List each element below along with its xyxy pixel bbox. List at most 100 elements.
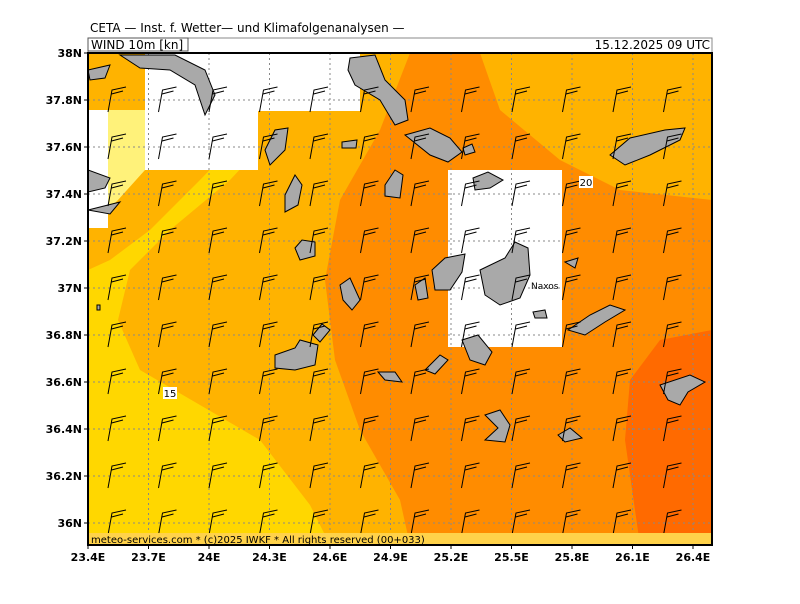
wind-barb <box>360 321 379 348</box>
wind-barb <box>663 86 682 113</box>
wind-barb <box>107 227 127 254</box>
wind-barb <box>410 462 430 489</box>
island <box>88 201 122 215</box>
contour-label-bg <box>163 387 177 399</box>
lat-label: 37.6N <box>46 141 82 154</box>
wind-barb <box>259 180 278 207</box>
wind-barb <box>511 368 531 395</box>
wind-barb <box>612 415 632 442</box>
island <box>563 257 579 269</box>
lon-label: 24E <box>198 551 221 564</box>
island <box>609 127 686 166</box>
island <box>462 143 476 156</box>
wind-barb <box>562 274 581 301</box>
wind-barb <box>259 415 278 442</box>
island <box>659 374 707 406</box>
wind-barb <box>309 368 329 395</box>
island <box>483 409 511 443</box>
island <box>118 54 216 117</box>
wind-barb <box>360 86 379 113</box>
wind-barb <box>360 415 379 442</box>
island <box>347 54 409 126</box>
wind-barb <box>612 227 632 254</box>
lat-label: 36N <box>57 517 82 530</box>
wind-barb <box>360 274 379 301</box>
field-pale <box>108 110 145 210</box>
wind-barb <box>360 509 379 536</box>
wind-barb <box>208 415 228 442</box>
wind-barb <box>259 509 278 536</box>
wind-barb <box>360 227 379 254</box>
wind-barb <box>511 415 531 442</box>
lat-label: 37.8N <box>46 94 82 107</box>
wind-barb <box>208 509 228 536</box>
wind-barb <box>107 86 127 113</box>
lat-label: 36.2N <box>46 470 82 483</box>
wind-barb <box>461 274 480 301</box>
footer: meteo-services.com * (c)2025 IWKF * All … <box>91 535 425 546</box>
island <box>284 174 303 213</box>
map-area: meteo-services.com * (c)2025 IWKF * All … <box>88 53 712 546</box>
island <box>341 139 358 149</box>
island <box>88 64 111 81</box>
wind-barb <box>208 321 228 348</box>
island <box>431 253 466 291</box>
lat-label: 37N <box>57 282 82 295</box>
wind-barb <box>259 368 278 395</box>
wind-barb <box>158 462 177 489</box>
island <box>424 354 449 375</box>
wind-barb <box>107 274 127 301</box>
wind-barb <box>663 274 682 301</box>
wind-barb <box>309 321 329 348</box>
islands <box>88 54 707 443</box>
map-frame <box>87 52 713 546</box>
island <box>88 169 111 193</box>
wind-barb <box>410 86 430 113</box>
wind-barb <box>612 180 632 207</box>
wind-barb <box>107 509 127 536</box>
lon-label: 25.8E <box>555 551 590 564</box>
wind-barb <box>107 368 127 395</box>
lon-label: 26.4E <box>676 551 711 564</box>
wind-barb <box>309 509 329 536</box>
lon-label: 26.1E <box>615 551 650 564</box>
wind-barb <box>663 321 682 348</box>
wind-barb <box>461 86 480 113</box>
footer-bar <box>88 533 712 545</box>
wind-barb <box>107 133 127 160</box>
wind-barb <box>562 180 581 207</box>
valid-time: 15.12.2025 09 UTC <box>595 38 710 52</box>
wind-barb <box>663 180 682 207</box>
wind-barb <box>360 133 379 160</box>
wind-barb <box>461 415 480 442</box>
lon-label: 23.4E <box>71 551 106 564</box>
island <box>96 304 101 311</box>
wind-barb <box>158 133 177 160</box>
contour-label-bg <box>579 176 593 188</box>
wind-barb <box>309 462 329 489</box>
wind-barb <box>259 86 278 113</box>
wind-barb <box>309 274 329 301</box>
wind-barb <box>612 509 632 536</box>
wind-barb <box>259 274 278 301</box>
wind-barb <box>562 509 581 536</box>
wind-barb <box>208 180 228 207</box>
wind-barb <box>107 321 127 348</box>
wind-barb <box>259 133 278 160</box>
wind-barb <box>208 368 228 395</box>
wind-barb <box>612 462 632 489</box>
wind-barb <box>107 180 127 207</box>
wind-barb <box>562 227 581 254</box>
lon-label: 25.2E <box>434 551 469 564</box>
island <box>532 309 548 319</box>
wind-barb <box>663 368 682 395</box>
wind-barb <box>208 133 228 160</box>
island <box>264 127 289 166</box>
wind-barb <box>410 274 430 301</box>
wind-barb <box>562 415 581 442</box>
wind-barb <box>511 227 531 254</box>
no-data <box>88 110 108 228</box>
lat-label: 36.4N <box>46 423 82 436</box>
lat-label: 37.2N <box>46 235 82 248</box>
